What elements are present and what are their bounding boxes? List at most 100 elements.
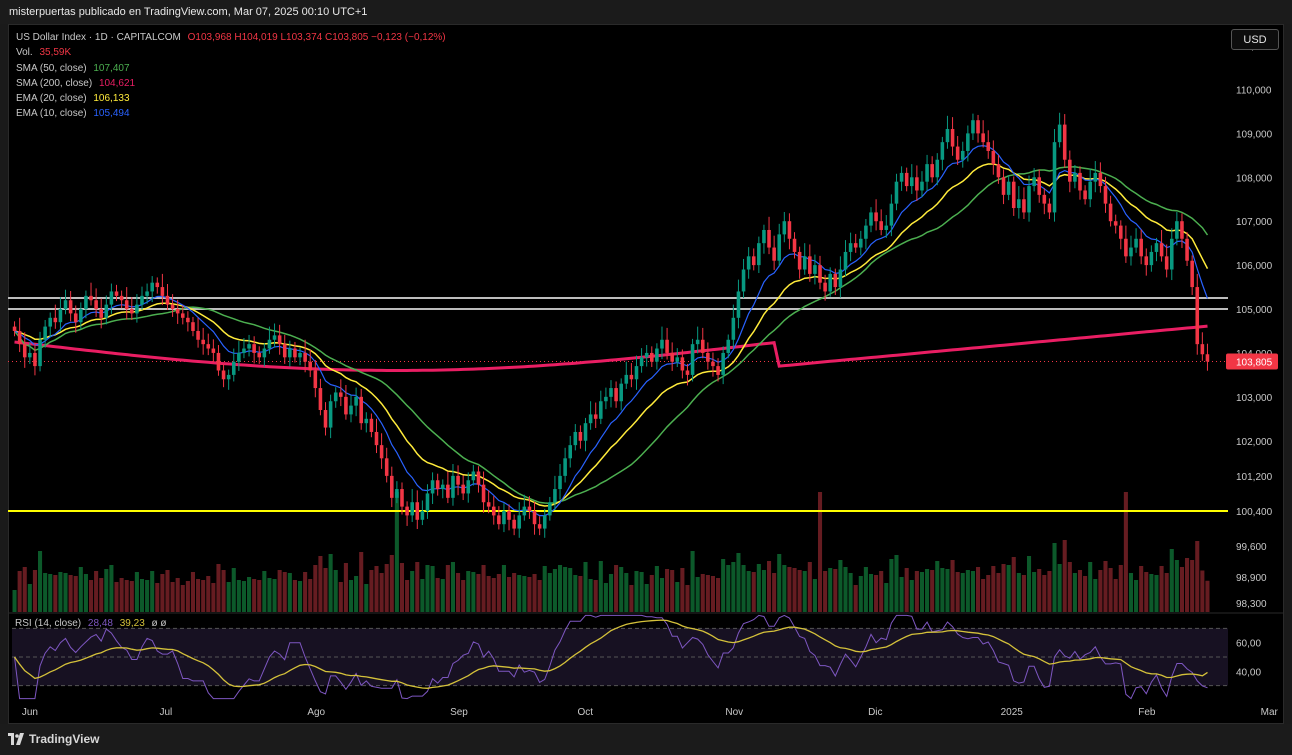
volume-bar — [1154, 575, 1159, 612]
rsi-line — [14, 614, 1208, 700]
currency-button[interactable]: USD — [1231, 29, 1279, 50]
volume-bar — [522, 576, 527, 612]
candle-body — [726, 339, 731, 353]
candle-body — [746, 256, 751, 270]
rsi-legend[interactable]: RSI (14, close) 28,48 39,23 ø ø — [15, 618, 167, 629]
ema10-value: 105,494 — [93, 108, 130, 120]
volume-bar — [1174, 560, 1179, 612]
candle-body — [502, 511, 506, 525]
sma50-row[interactable]: SMA (50, close) 107,407 — [16, 61, 446, 76]
sma200-row[interactable]: SMA (200, close) 104,621 — [16, 76, 446, 91]
symbol-row[interactable]: US Dollar Index · 1D · CAPITALCOM O103,9… — [16, 30, 446, 45]
volume-bar — [1067, 562, 1072, 612]
candle-body — [374, 431, 379, 446]
candle-body — [344, 396, 348, 415]
volume-bar — [1098, 570, 1103, 612]
candle-body — [48, 317, 53, 327]
candle-body — [43, 326, 47, 340]
candle-body — [609, 388, 613, 397]
footer-brand[interactable]: TradingView — [29, 732, 100, 746]
volume-bar — [99, 578, 104, 612]
volume-bar — [456, 573, 461, 612]
volume-bar — [777, 554, 782, 612]
candle-body — [869, 212, 873, 226]
volume-bar — [129, 581, 134, 612]
volume-bar — [73, 576, 78, 612]
candle-body — [12, 326, 17, 331]
volume-row[interactable]: Vol. 35,59K — [16, 45, 446, 60]
volume-bar — [1042, 575, 1047, 612]
volume-bar — [150, 571, 155, 612]
candle-body — [33, 352, 37, 367]
volume-bar — [578, 576, 583, 612]
volume-bar — [517, 575, 522, 612]
candle-body — [272, 335, 277, 340]
candle-body — [1001, 177, 1006, 195]
candle-body — [986, 142, 991, 151]
candle-body — [262, 348, 267, 358]
candle-body — [196, 330, 200, 340]
candle-body — [660, 339, 664, 349]
candle-body — [308, 361, 313, 371]
volume-bar — [328, 554, 333, 612]
candle-body — [165, 295, 170, 305]
candle-body — [339, 392, 343, 397]
volume-bar — [379, 573, 384, 612]
candle-body — [1180, 221, 1184, 239]
volume-bar — [853, 585, 858, 612]
candle-body — [991, 150, 996, 165]
candle-body — [884, 225, 889, 230]
volume-bar — [710, 576, 715, 612]
volume-bar — [532, 574, 537, 612]
candle-body — [1103, 186, 1108, 204]
ema10-label: EMA (10, close) — [16, 108, 87, 120]
candle-body — [909, 177, 914, 187]
candle-body — [242, 348, 246, 353]
candle-body — [135, 304, 139, 314]
volume-bar — [124, 580, 129, 612]
candle-body — [950, 128, 955, 147]
candle-body — [405, 506, 409, 516]
volume-bar — [53, 575, 58, 612]
price-axis-tick: 98,900 — [1236, 573, 1267, 584]
volume-bar — [175, 578, 180, 612]
volume-bar — [991, 566, 996, 612]
ema10-row[interactable]: EMA (10, close) 105,494 — [16, 106, 446, 121]
candle-body — [288, 348, 292, 358]
volume-bar — [313, 565, 318, 612]
candle-body — [1164, 256, 1169, 270]
volume-bar — [542, 566, 547, 612]
price-axis-tick: 109,000 — [1236, 129, 1273, 140]
volume-bar — [252, 579, 257, 612]
volume-bar — [787, 567, 792, 612]
ema20-value: 106,133 — [93, 93, 130, 105]
price-axis-tick: 106,000 — [1236, 261, 1273, 272]
volume-bar — [78, 567, 83, 612]
candle-body — [563, 458, 567, 476]
volume-bar — [1062, 540, 1067, 612]
volume-bar — [1205, 580, 1210, 612]
candle-body — [420, 511, 425, 520]
volume-bar — [1113, 579, 1118, 612]
volume-bar — [1108, 568, 1113, 612]
price-axis-tick: 99,600 — [1236, 542, 1267, 553]
volume-bar — [940, 568, 945, 612]
rsi-ma-value: 39,23 — [119, 618, 145, 629]
candle-body — [695, 339, 700, 345]
candle-body — [838, 269, 843, 288]
candle-body — [1057, 124, 1062, 143]
volume-bar — [868, 574, 874, 612]
volume-bar — [624, 573, 629, 612]
candle-body — [573, 431, 578, 446]
candle-body — [369, 418, 374, 432]
volume-bar — [593, 580, 598, 612]
ema20-row[interactable]: EMA (20, close) 106,133 — [16, 91, 446, 106]
volume-bar — [1026, 556, 1032, 612]
volume-bar — [247, 577, 252, 612]
volume-bar — [812, 579, 817, 612]
candle-body — [267, 339, 272, 349]
candle-body — [675, 357, 680, 362]
volume-bar — [817, 492, 823, 612]
candle-body — [191, 322, 195, 331]
